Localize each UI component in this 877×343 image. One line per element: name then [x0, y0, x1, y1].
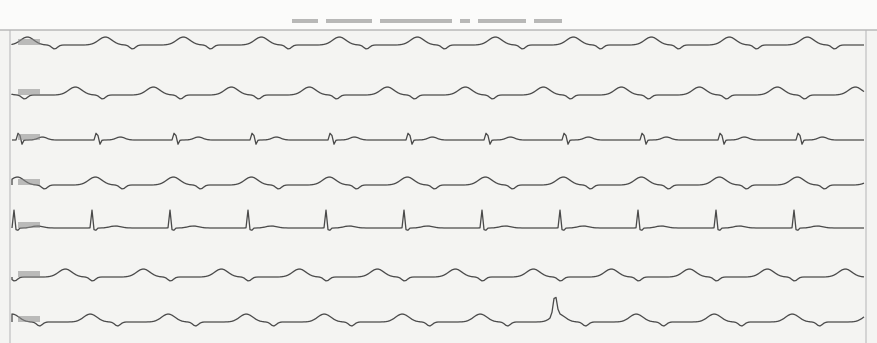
- header-band: [0, 0, 877, 30]
- illegible-lead-label: [18, 316, 40, 322]
- illegible-lead-label: [18, 271, 40, 277]
- paper: [0, 0, 877, 343]
- text-smudge: [326, 19, 372, 23]
- text-smudge: [534, 19, 562, 23]
- ecg-strip: [0, 0, 877, 343]
- text-smudge: [460, 19, 470, 23]
- illegible-lead-label: [18, 39, 40, 45]
- text-smudge: [380, 19, 452, 23]
- text-smudge: [478, 19, 526, 23]
- text-smudge: [292, 19, 318, 23]
- page: (() => { JSON.parse(document.getElementB…: [0, 0, 877, 343]
- illegible-lead-label: [18, 222, 40, 228]
- illegible-lead-label: [18, 179, 40, 185]
- illegible-lead-label: [18, 134, 40, 140]
- illegible-header-text: [292, 19, 562, 23]
- illegible-lead-label: [18, 89, 40, 95]
